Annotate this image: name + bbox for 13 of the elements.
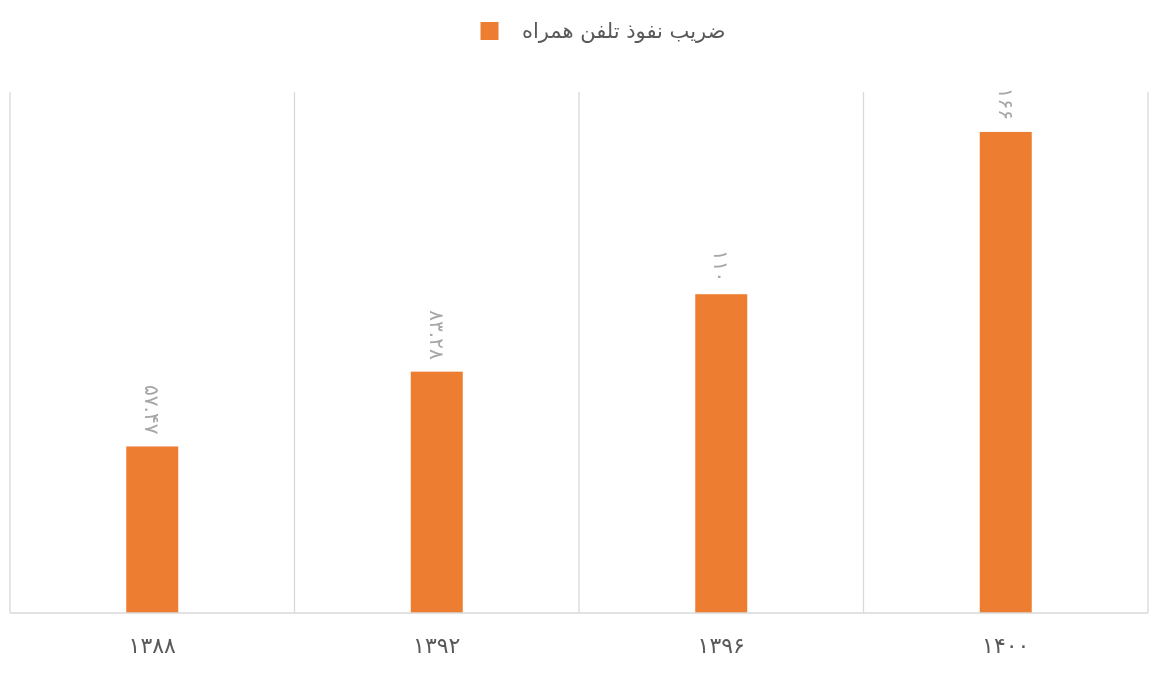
x-tick-label: ۱۴۰۰ (982, 633, 1030, 658)
bar (979, 131, 1032, 613)
legend-label: ضریب نفوذ تلفن همراه (521, 19, 726, 43)
x-tick-label: ۱۳۹۲ (413, 633, 461, 658)
bar (695, 294, 748, 613)
data-label: ۱۱۰ (709, 249, 734, 283)
x-tick-label: ۱۳۸۸ (128, 633, 177, 658)
x-tick-label: ۱۳۹۶ (697, 633, 745, 658)
data-label: ۵۷.۴۷ (140, 385, 165, 435)
data-label: ۱۶۶ (993, 87, 1018, 120)
bar (126, 446, 179, 613)
bar (410, 371, 463, 613)
data-label: ۸۳.۲۸ (424, 310, 449, 360)
